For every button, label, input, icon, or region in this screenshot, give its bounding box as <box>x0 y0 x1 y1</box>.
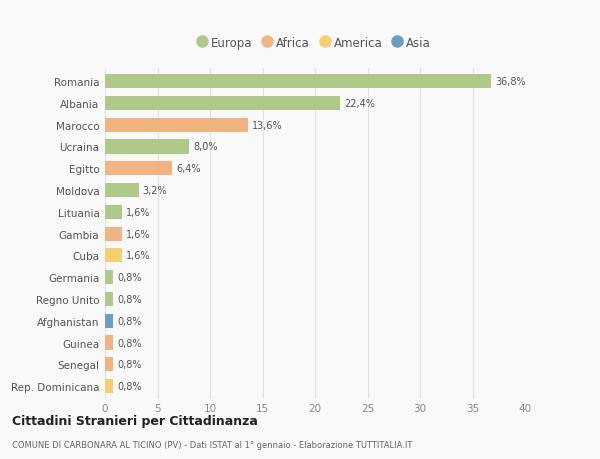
Bar <box>105 118 248 133</box>
Bar <box>105 270 113 285</box>
Bar <box>105 184 139 198</box>
Text: 1,6%: 1,6% <box>126 207 151 218</box>
Bar <box>105 358 113 372</box>
Bar <box>105 96 340 111</box>
Text: 1,6%: 1,6% <box>126 251 151 261</box>
Bar <box>105 336 113 350</box>
Legend: Europa, Africa, America, Asia: Europa, Africa, America, Asia <box>199 37 431 50</box>
Text: 6,4%: 6,4% <box>176 164 201 174</box>
Text: Cittadini Stranieri per Cittadinanza: Cittadini Stranieri per Cittadinanza <box>12 414 258 428</box>
Bar <box>105 379 113 393</box>
Bar <box>105 292 113 307</box>
Text: 0,8%: 0,8% <box>118 359 142 369</box>
Text: 22,4%: 22,4% <box>344 99 375 109</box>
Bar <box>105 205 122 219</box>
Text: 36,8%: 36,8% <box>496 77 526 87</box>
Text: 13,6%: 13,6% <box>252 120 283 130</box>
Text: COMUNE DI CARBONARA AL TICINO (PV) - Dati ISTAT al 1° gennaio - Elaborazione TUT: COMUNE DI CARBONARA AL TICINO (PV) - Dat… <box>12 441 412 449</box>
Text: 1,6%: 1,6% <box>126 229 151 239</box>
Text: 0,8%: 0,8% <box>118 381 142 391</box>
Text: 0,8%: 0,8% <box>118 273 142 283</box>
Bar <box>105 75 491 89</box>
Text: 3,2%: 3,2% <box>143 185 167 196</box>
Text: 0,8%: 0,8% <box>118 316 142 326</box>
Bar <box>105 249 122 263</box>
Text: 8,0%: 8,0% <box>193 142 218 152</box>
Text: 0,8%: 0,8% <box>118 294 142 304</box>
Bar <box>105 162 172 176</box>
Bar <box>105 227 122 241</box>
Bar <box>105 314 113 328</box>
Bar <box>105 140 189 154</box>
Text: 0,8%: 0,8% <box>118 338 142 348</box>
